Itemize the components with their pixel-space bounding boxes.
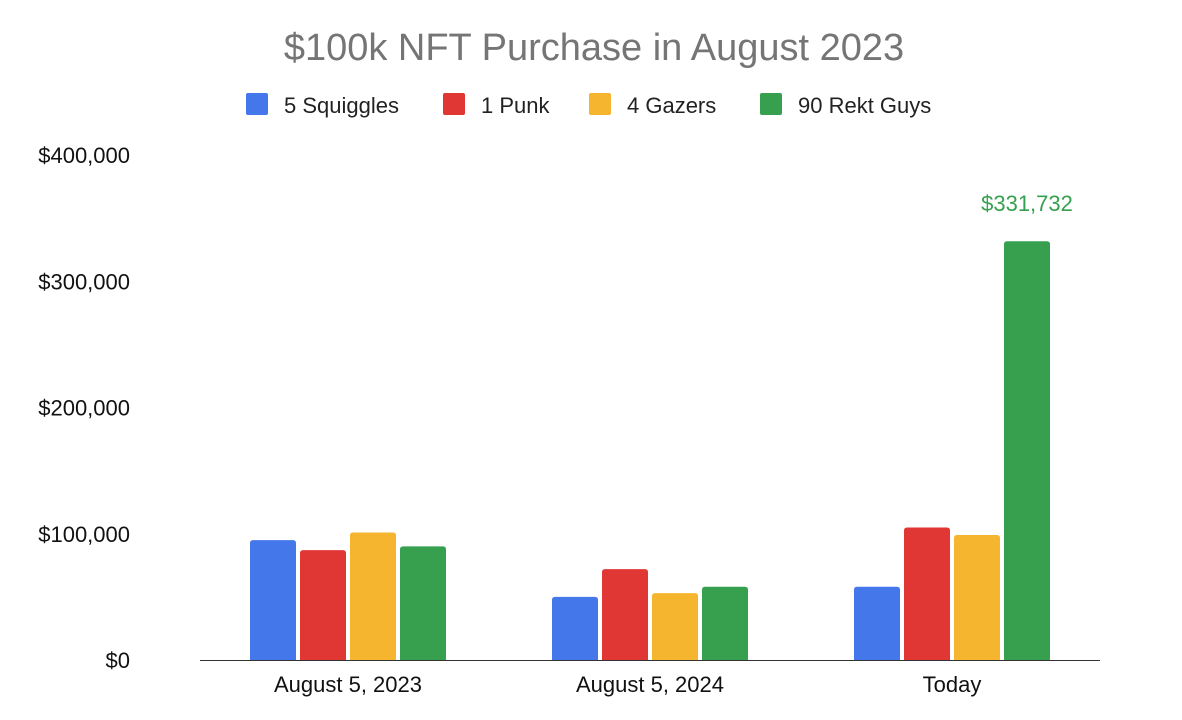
y-axis: $0 $100,000 $200,000 $300,000 $400,000 [38,143,130,673]
bars [250,241,1050,660]
bar-1-2 [552,596,598,660]
bar-2-3 [904,527,950,660]
legend: 5 Squiggles 1 Punk 4 Gazers 90 Rekt Guys [246,93,931,118]
bar-1-3 [854,586,900,660]
y-tick-label: $100,000 [38,522,130,547]
bar-4-1 [400,546,446,660]
legend-swatch-2 [443,93,465,115]
x-tick-label: August 5, 2023 [274,672,422,697]
x-tick-label: August 5, 2024 [576,672,724,697]
y-tick-label: $400,000 [38,143,130,168]
legend-swatch-1 [246,93,268,115]
x-axis: August 5, 2023 August 5, 2024 Today [200,660,1100,697]
chart-title: $100k NFT Purchase in August 2023 [284,27,904,69]
legend-label-4: 90 Rekt Guys [798,93,931,118]
bar-2-1 [300,550,346,660]
y-tick-label: $200,000 [38,396,130,421]
legend-label-3: 4 Gazers [627,93,716,118]
y-tick-label: $0 [106,648,130,673]
bar-3-2 [652,593,698,660]
bar-2-2 [602,569,648,660]
bar-3-3 [954,535,1000,660]
x-tick-label: Today [923,672,982,697]
bar-4-3 [1004,241,1050,660]
legend-label-2: 1 Punk [481,93,550,118]
data-labels: $331,732 [981,191,1073,216]
bar-4-2 [702,586,748,660]
y-tick-label: $300,000 [38,269,130,294]
bar-1-1 [250,540,296,660]
legend-swatch-4 [760,93,782,115]
bar-3-1 [350,532,396,660]
legend-label-1: 5 Squiggles [284,93,399,118]
legend-swatch-3 [589,93,611,115]
data-label: $331,732 [981,191,1073,216]
